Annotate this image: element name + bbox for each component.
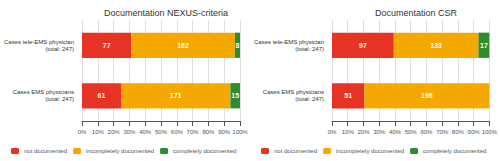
svg-text:30%: 30% [373, 129, 386, 135]
svg-text:(total: 247): (total: 247) [45, 46, 74, 52]
svg-text:100%: 100% [232, 129, 248, 135]
svg-text:0%: 0% [328, 129, 337, 135]
svg-text:(total: 247): (total: 247) [295, 96, 324, 102]
svg-text:97: 97 [359, 42, 367, 49]
svg-text:90%: 90% [468, 129, 481, 135]
svg-text:not documented: not documented [24, 148, 67, 154]
svg-text:162: 162 [177, 42, 189, 49]
svg-text:20%: 20% [108, 129, 121, 135]
svg-text:80%: 80% [202, 129, 215, 135]
svg-text:15: 15 [231, 92, 239, 99]
svg-text:completely documented: completely documented [423, 148, 486, 154]
svg-text:not documented: not documented [274, 148, 317, 154]
svg-text:Cases tele-EMS physician: Cases tele-EMS physician [4, 39, 74, 45]
svg-text:Cases EMS physicians: Cases EMS physicians [263, 89, 324, 95]
svg-text:10%: 10% [92, 129, 105, 135]
svg-text:incompletely documented: incompletely documented [336, 148, 404, 154]
svg-text:10%: 10% [342, 129, 355, 135]
svg-text:(total: 247): (total: 247) [45, 96, 74, 102]
svg-text:Documentation CSR: Documentation CSR [375, 8, 458, 18]
svg-text:171: 171 [170, 92, 182, 99]
svg-text:0%: 0% [78, 129, 87, 135]
svg-text:60%: 60% [420, 129, 433, 135]
svg-text:8: 8 [235, 42, 239, 49]
svg-text:70%: 70% [436, 129, 449, 135]
svg-text:Documentation NEXUS-criteria: Documentation NEXUS-criteria [104, 8, 228, 18]
svg-text:Cases EMS physicians: Cases EMS physicians [13, 89, 74, 95]
svg-text:196: 196 [421, 92, 433, 99]
svg-text:40%: 40% [139, 129, 152, 135]
svg-text:60%: 60% [171, 129, 184, 135]
svg-text:17: 17 [480, 42, 488, 49]
svg-text:90%: 90% [218, 129, 231, 135]
svg-text:50%: 50% [155, 129, 168, 135]
svg-text:61: 61 [98, 92, 106, 99]
svg-text:133: 133 [430, 42, 442, 49]
svg-text:50%: 50% [405, 129, 418, 135]
svg-text:incompletely documented: incompletely documented [86, 148, 154, 154]
svg-text:20%: 20% [357, 129, 370, 135]
svg-text:100%: 100% [482, 129, 498, 135]
svg-text:51: 51 [344, 92, 352, 99]
svg-text:40%: 40% [389, 129, 402, 135]
svg-text:(total: 247): (total: 247) [295, 46, 324, 52]
svg-text:30%: 30% [123, 129, 136, 135]
svg-text:completely documented: completely documented [173, 148, 236, 154]
svg-text:Cases tele-EMS physician: Cases tele-EMS physician [254, 39, 324, 45]
svg-text:80%: 80% [452, 129, 465, 135]
svg-text:70%: 70% [187, 129, 200, 135]
svg-text:77: 77 [103, 42, 111, 49]
